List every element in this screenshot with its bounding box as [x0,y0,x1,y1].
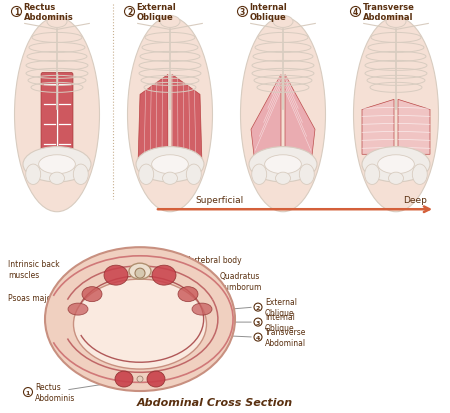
Ellipse shape [275,173,291,185]
Circle shape [254,333,262,341]
Ellipse shape [362,147,430,183]
Circle shape [351,7,360,17]
Text: Rectus
Abdominis: Rectus Abdominis [35,382,76,402]
Ellipse shape [39,155,75,174]
Ellipse shape [386,17,406,28]
Text: 4: 4 [353,8,358,17]
Ellipse shape [160,17,180,28]
Text: External
Oblique: External Oblique [136,3,176,22]
Ellipse shape [47,17,67,28]
Ellipse shape [73,280,207,369]
Polygon shape [398,100,430,155]
Circle shape [137,376,143,382]
Circle shape [254,304,262,311]
Circle shape [12,7,22,17]
Text: Internal
Oblique: Internal Oblique [265,312,295,332]
Ellipse shape [136,147,204,183]
Text: 2: 2 [127,8,132,17]
Ellipse shape [364,165,380,185]
Ellipse shape [73,165,88,185]
Ellipse shape [186,165,201,185]
Ellipse shape [388,173,404,185]
Ellipse shape [354,18,438,212]
Ellipse shape [178,287,198,302]
Ellipse shape [252,165,267,185]
Polygon shape [138,75,168,165]
Text: Psoas major: Psoas major [8,293,54,302]
Ellipse shape [240,18,325,212]
Circle shape [238,7,248,17]
Ellipse shape [45,247,235,391]
Text: Rectus
Abdominis: Rectus Abdominis [23,3,73,22]
Text: 1: 1 [26,389,30,394]
Ellipse shape [299,165,314,185]
Ellipse shape [68,304,88,316]
Circle shape [125,7,135,17]
Text: Transverse
Abdominal: Transverse Abdominal [363,3,414,22]
Text: 2: 2 [256,305,260,310]
Ellipse shape [412,165,427,185]
Ellipse shape [26,165,40,185]
Polygon shape [172,75,202,165]
Ellipse shape [192,304,212,316]
Ellipse shape [14,18,99,212]
Circle shape [135,268,145,278]
Ellipse shape [23,147,91,183]
Text: Deep: Deep [403,196,427,205]
Ellipse shape [129,263,151,280]
Circle shape [254,318,262,326]
Ellipse shape [249,147,317,183]
FancyBboxPatch shape [41,73,57,167]
Polygon shape [285,75,315,165]
Ellipse shape [152,155,189,174]
Text: Quadratus
Lumborum: Quadratus Lumborum [220,271,261,292]
Polygon shape [362,100,394,155]
Ellipse shape [265,155,302,174]
Circle shape [23,387,32,396]
Ellipse shape [82,287,102,302]
Polygon shape [251,75,281,165]
Text: Abdominal Cross Section: Abdominal Cross Section [137,397,293,407]
Text: 1: 1 [14,8,19,17]
Ellipse shape [127,18,212,212]
Text: Superficial: Superficial [196,196,244,205]
Ellipse shape [50,173,64,185]
Ellipse shape [115,371,133,387]
Ellipse shape [147,371,165,387]
Text: 3: 3 [256,320,260,325]
Text: Intrinsic back
muscles: Intrinsic back muscles [8,259,59,280]
Ellipse shape [378,155,414,174]
Ellipse shape [162,173,177,185]
Text: 3: 3 [240,8,245,17]
Ellipse shape [152,266,176,285]
FancyBboxPatch shape [57,73,73,167]
Text: Vertebral body: Vertebral body [185,255,242,264]
Text: Internal
Oblique: Internal Oblique [249,3,287,22]
Ellipse shape [139,165,154,185]
Text: 4: 4 [256,335,260,340]
Text: Transverse
Abdominal: Transverse Abdominal [265,327,306,347]
Text: External
Oblique: External Oblique [265,297,297,318]
Ellipse shape [104,266,128,285]
Ellipse shape [273,17,293,28]
